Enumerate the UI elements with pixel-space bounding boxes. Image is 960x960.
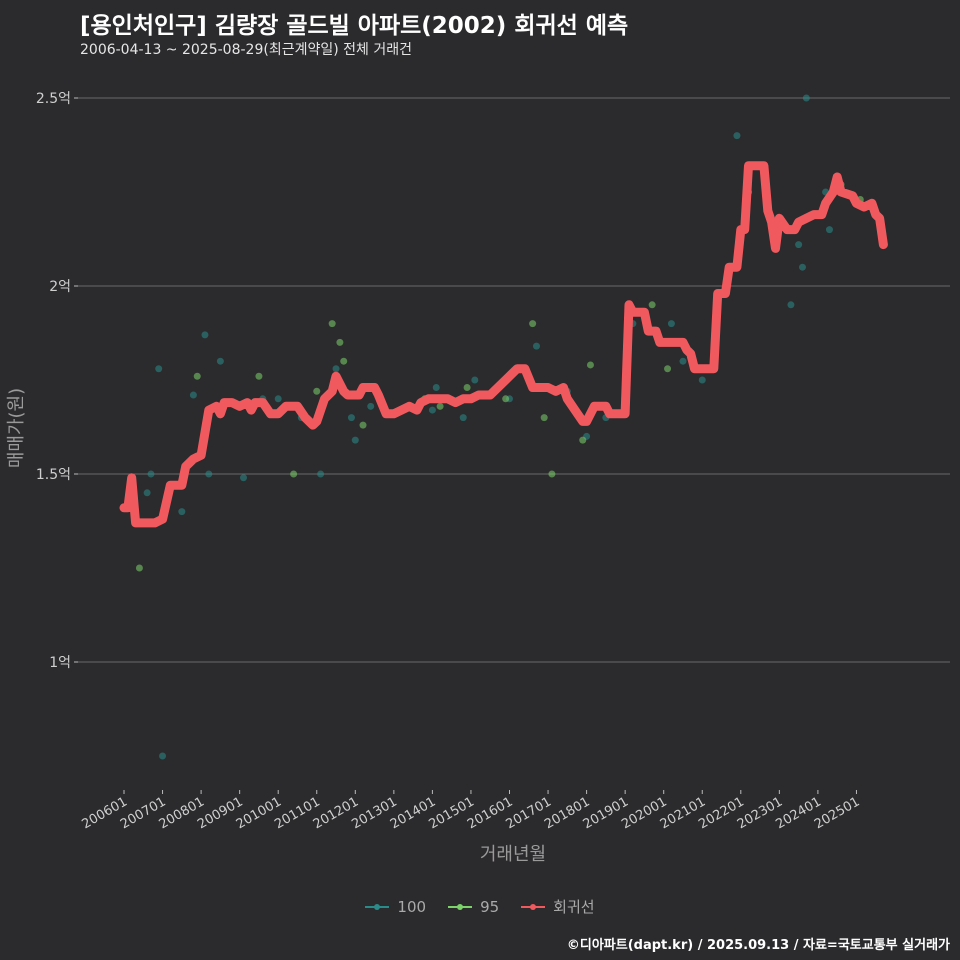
y-axis-label: 매매가(원) <box>6 388 27 468</box>
legend-label-100: 100 <box>397 897 427 916</box>
data-point-100 <box>143 489 151 497</box>
y-tick-label: 1.5억 <box>36 467 71 483</box>
data-point-100 <box>178 508 186 516</box>
data-point-100 <box>155 365 163 373</box>
data-point-100 <box>679 357 687 365</box>
data-point-100 <box>240 474 248 482</box>
data-point-95 <box>436 402 444 410</box>
x-axis-label: 거래년월 <box>480 844 546 865</box>
data-point-100 <box>459 414 467 422</box>
data-point-100 <box>428 406 436 414</box>
data-point-95 <box>579 436 587 444</box>
data-point-95 <box>328 320 336 328</box>
data-point-95 <box>359 421 367 429</box>
data-point-100 <box>532 342 540 350</box>
data-point-95 <box>540 414 548 422</box>
legend-key-95 <box>448 903 473 910</box>
regression-line-group <box>119 161 888 528</box>
legend-label-regression: 회귀선 <box>553 898 595 916</box>
data-point-100 <box>795 241 803 249</box>
data-point-95 <box>502 395 510 403</box>
data-point-95 <box>463 384 471 392</box>
data-point-100 <box>471 376 479 384</box>
legend-item-regression: 회귀선 <box>521 896 595 917</box>
y-tick-label: 2.5억 <box>36 91 71 107</box>
data-point-100 <box>317 470 325 478</box>
scatter-points <box>135 94 864 760</box>
chart-title: [용인처인구] 김량장 골드빌 아파트(2002) 회귀선 예측 <box>80 13 629 39</box>
legend-item-95: 95 <box>448 896 499 917</box>
data-point-95 <box>586 361 594 369</box>
data-point-95 <box>255 372 263 380</box>
data-point-95 <box>313 387 321 395</box>
data-point-100 <box>432 384 440 392</box>
chart-subtitle: 2006-04-13 ~ 2025-08-29(최근계약일) 전체 거래건 <box>80 42 412 58</box>
source-caption: ©디아파트(dapt.kr) / 2025.09.13 / 자료=국토교통부 실… <box>566 938 950 953</box>
data-point-100 <box>802 94 810 102</box>
data-point-100 <box>274 395 282 403</box>
data-point-100 <box>159 752 167 760</box>
data-point-95 <box>135 564 143 572</box>
data-point-100 <box>332 365 340 373</box>
data-point-100 <box>825 226 833 234</box>
data-point-100 <box>798 263 806 271</box>
legend-label-95: 95 <box>480 897 500 916</box>
data-point-100 <box>787 301 795 309</box>
legend-item-100: 100 <box>365 896 426 917</box>
data-point-95 <box>664 365 672 373</box>
data-point-95 <box>290 470 298 478</box>
regression-line <box>119 161 888 528</box>
data-point-95 <box>340 357 348 365</box>
y-tick-label: 1억 <box>49 655 71 671</box>
data-point-95 <box>193 372 201 380</box>
data-point-100 <box>733 132 741 140</box>
legend-key-100 <box>365 903 390 910</box>
data-point-100 <box>216 357 224 365</box>
data-point-95 <box>648 301 656 309</box>
data-point-95 <box>529 320 537 328</box>
data-point-100 <box>347 414 355 422</box>
data-point-100 <box>367 402 375 410</box>
data-point-100 <box>698 376 706 384</box>
data-point-100 <box>147 470 155 478</box>
data-point-100 <box>201 331 209 339</box>
y-tick-label: 2억 <box>49 279 71 295</box>
legend-key-regression <box>521 903 546 910</box>
data-point-100 <box>667 320 675 328</box>
y-tick-labels: 1억 1.5억 2억 2.5억 <box>36 91 71 671</box>
data-point-100 <box>351 436 359 444</box>
data-point-95 <box>336 338 344 346</box>
legend: 100 95 회귀선 <box>0 896 960 917</box>
x-tick-labels: 2006012007012008012009012010012011012012… <box>80 794 863 832</box>
data-point-95 <box>548 470 556 478</box>
data-point-100 <box>189 391 197 399</box>
data-point-100 <box>205 470 213 478</box>
